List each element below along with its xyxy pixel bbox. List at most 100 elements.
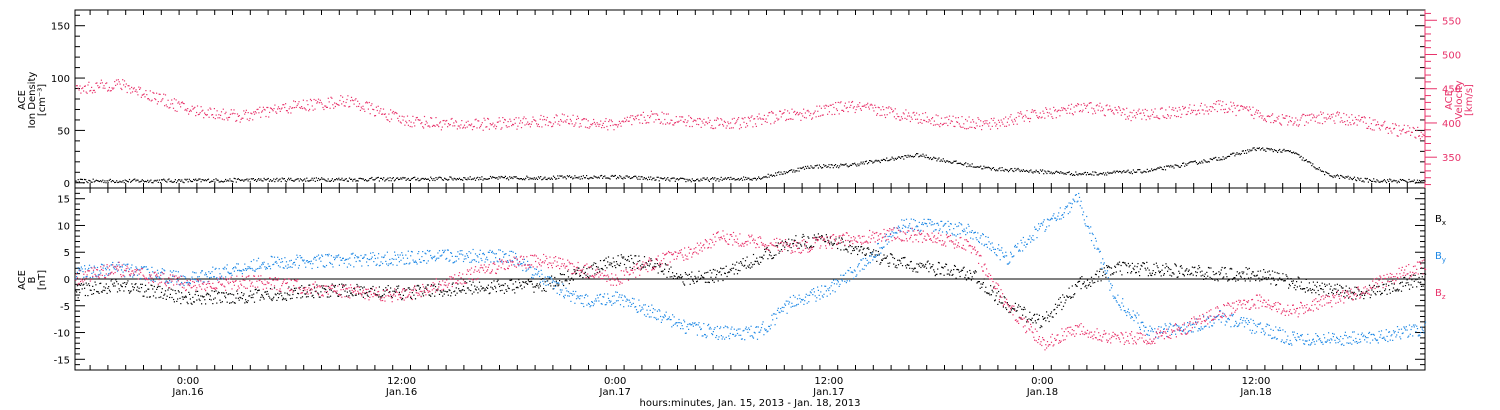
- data-point: [668, 179, 670, 181]
- data-point: [1274, 120, 1276, 122]
- data-point: [336, 178, 338, 180]
- data-point: [1094, 112, 1097, 114]
- data-point: [556, 283, 558, 285]
- data-point: [853, 106, 855, 108]
- data-point: [736, 261, 738, 263]
- data-point: [1286, 150, 1288, 152]
- data-point: [504, 118, 506, 121]
- data-point: [121, 181, 123, 183]
- data-point: [1227, 111, 1229, 113]
- data-point: [937, 268, 939, 270]
- data-point: [1044, 117, 1046, 119]
- data-point: [1014, 120, 1016, 122]
- data-point: [75, 278, 77, 280]
- data-point: [1250, 150, 1252, 152]
- data-point: [941, 160, 943, 162]
- data-point: [345, 178, 347, 180]
- data-point: [1074, 284, 1077, 286]
- data-point: [1240, 105, 1242, 107]
- data-point: [278, 293, 280, 295]
- data-point: [315, 99, 317, 101]
- data-point: [708, 281, 710, 284]
- data-point: [863, 105, 865, 107]
- data-point: [195, 291, 197, 293]
- data-point: [707, 179, 709, 181]
- data-point: [1371, 289, 1373, 291]
- data-point: [172, 289, 174, 291]
- data-point: [1106, 265, 1108, 267]
- data-point: [93, 289, 95, 291]
- data-point: [182, 298, 184, 300]
- data-point: [743, 121, 745, 123]
- data-point: [173, 181, 175, 183]
- data-point: [1178, 270, 1180, 272]
- data-point: [1354, 116, 1356, 118]
- data-point: [577, 117, 579, 119]
- data-point: [374, 178, 376, 181]
- data-point: [1016, 168, 1018, 170]
- data-point: [151, 182, 153, 184]
- data-point: [1376, 124, 1378, 126]
- data-point: [388, 291, 390, 294]
- data-point: [778, 252, 780, 254]
- data-point: [1171, 275, 1173, 277]
- data-point: [400, 177, 402, 179]
- data-point: [780, 242, 782, 244]
- data-point: [344, 290, 346, 292]
- data-point: [605, 177, 607, 179]
- data-point: [1322, 112, 1324, 114]
- data-point: [160, 179, 163, 181]
- data-point: [907, 115, 909, 117]
- data-point: [1254, 113, 1256, 115]
- data-point: [1273, 149, 1275, 151]
- data-point: [587, 177, 589, 180]
- data-point: [1209, 276, 1211, 278]
- data-point: [704, 272, 706, 274]
- data-point: [1236, 271, 1238, 273]
- data-point: [885, 257, 887, 259]
- data-point: [1188, 107, 1190, 109]
- data-point: [247, 112, 249, 114]
- data-point: [1280, 151, 1282, 153]
- data-point: [538, 287, 540, 289]
- data-point: [766, 176, 768, 179]
- data-point: [497, 121, 499, 123]
- data-point: [272, 298, 274, 300]
- data-point: [746, 256, 748, 258]
- data-point: [667, 177, 669, 179]
- data-point: [193, 107, 195, 109]
- data-point: [92, 285, 94, 287]
- data-point: [254, 179, 257, 181]
- data-point: [177, 180, 179, 182]
- data-point: [1246, 106, 1248, 108]
- data-point: [162, 297, 164, 299]
- data-point: [131, 91, 134, 93]
- data-point: [565, 279, 567, 281]
- data-point: [736, 273, 739, 275]
- data-point: [1011, 307, 1013, 309]
- data-point: [734, 264, 736, 266]
- data-point: [122, 180, 124, 182]
- data-point: [1306, 161, 1309, 163]
- data-point: [790, 247, 792, 249]
- data-point: [1371, 129, 1373, 131]
- data-point: [1390, 130, 1392, 132]
- data-point: [197, 290, 199, 292]
- data-point: [1157, 167, 1159, 169]
- data-point: [1377, 121, 1379, 123]
- data-point: [161, 288, 163, 290]
- data-point: [482, 179, 484, 181]
- data-point: [748, 177, 750, 179]
- data-point: [437, 288, 439, 290]
- data-point: [495, 128, 497, 130]
- data-point: [1270, 283, 1272, 285]
- data-point: [425, 286, 427, 288]
- data-point: [1412, 274, 1415, 276]
- data-point: [838, 167, 840, 169]
- data-point: [922, 153, 924, 155]
- data-point: [1138, 108, 1140, 110]
- data-point: [603, 126, 605, 129]
- top-panel-frame: [74, 9, 1426, 189]
- data-point: [609, 262, 611, 264]
- data-point: [808, 237, 810, 239]
